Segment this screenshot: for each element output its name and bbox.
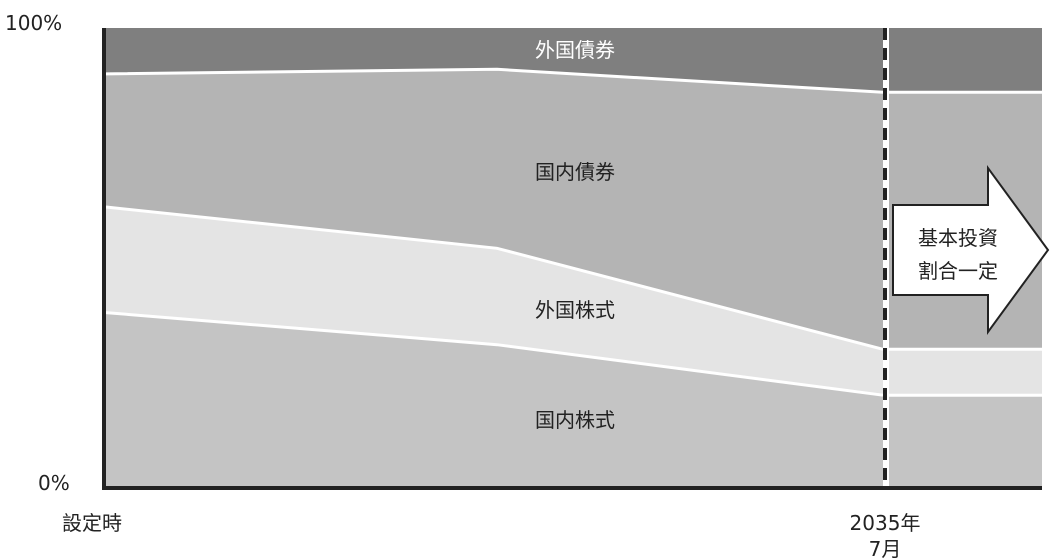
callout-line-2: 割合一定 <box>918 259 998 283</box>
band-label: 国内債券 <box>535 160 615 184</box>
band-separators <box>105 28 1042 487</box>
y-tick-100: 100% <box>5 11 62 35</box>
area-band <box>106 312 883 487</box>
band-label: 外国株式 <box>535 298 615 322</box>
area-band <box>106 28 883 93</box>
x-tick-2035-line: 7月 <box>869 537 902 560</box>
x-tick-2035-line: 2035年 <box>850 511 921 535</box>
area-band <box>889 395 1042 487</box>
fixed-allocation-callout: 基本投資 割合一定 <box>892 164 1050 336</box>
band-labels: 国内株式 外国株式 国内債券 外国債券 <box>535 38 615 432</box>
x-tick-start: 設定時 <box>62 511 122 535</box>
area-band <box>106 69 883 350</box>
area-band <box>889 28 1042 93</box>
band-separator <box>105 67 884 94</box>
y-tick-0: 0% <box>38 471 70 495</box>
band-separator <box>105 205 884 351</box>
area-band <box>889 349 1042 396</box>
callout-arrow-shape <box>892 164 1050 336</box>
band-label: 外国債券 <box>535 38 615 62</box>
area-bands <box>106 28 1042 487</box>
callout-line-1: 基本投資 <box>918 226 998 250</box>
band-label: 国内株式 <box>535 408 615 432</box>
divider-gap <box>886 28 889 487</box>
x-tick-2035: 2035年 7月 <box>850 511 921 560</box>
band-separator <box>105 311 884 397</box>
area-band <box>106 207 883 396</box>
